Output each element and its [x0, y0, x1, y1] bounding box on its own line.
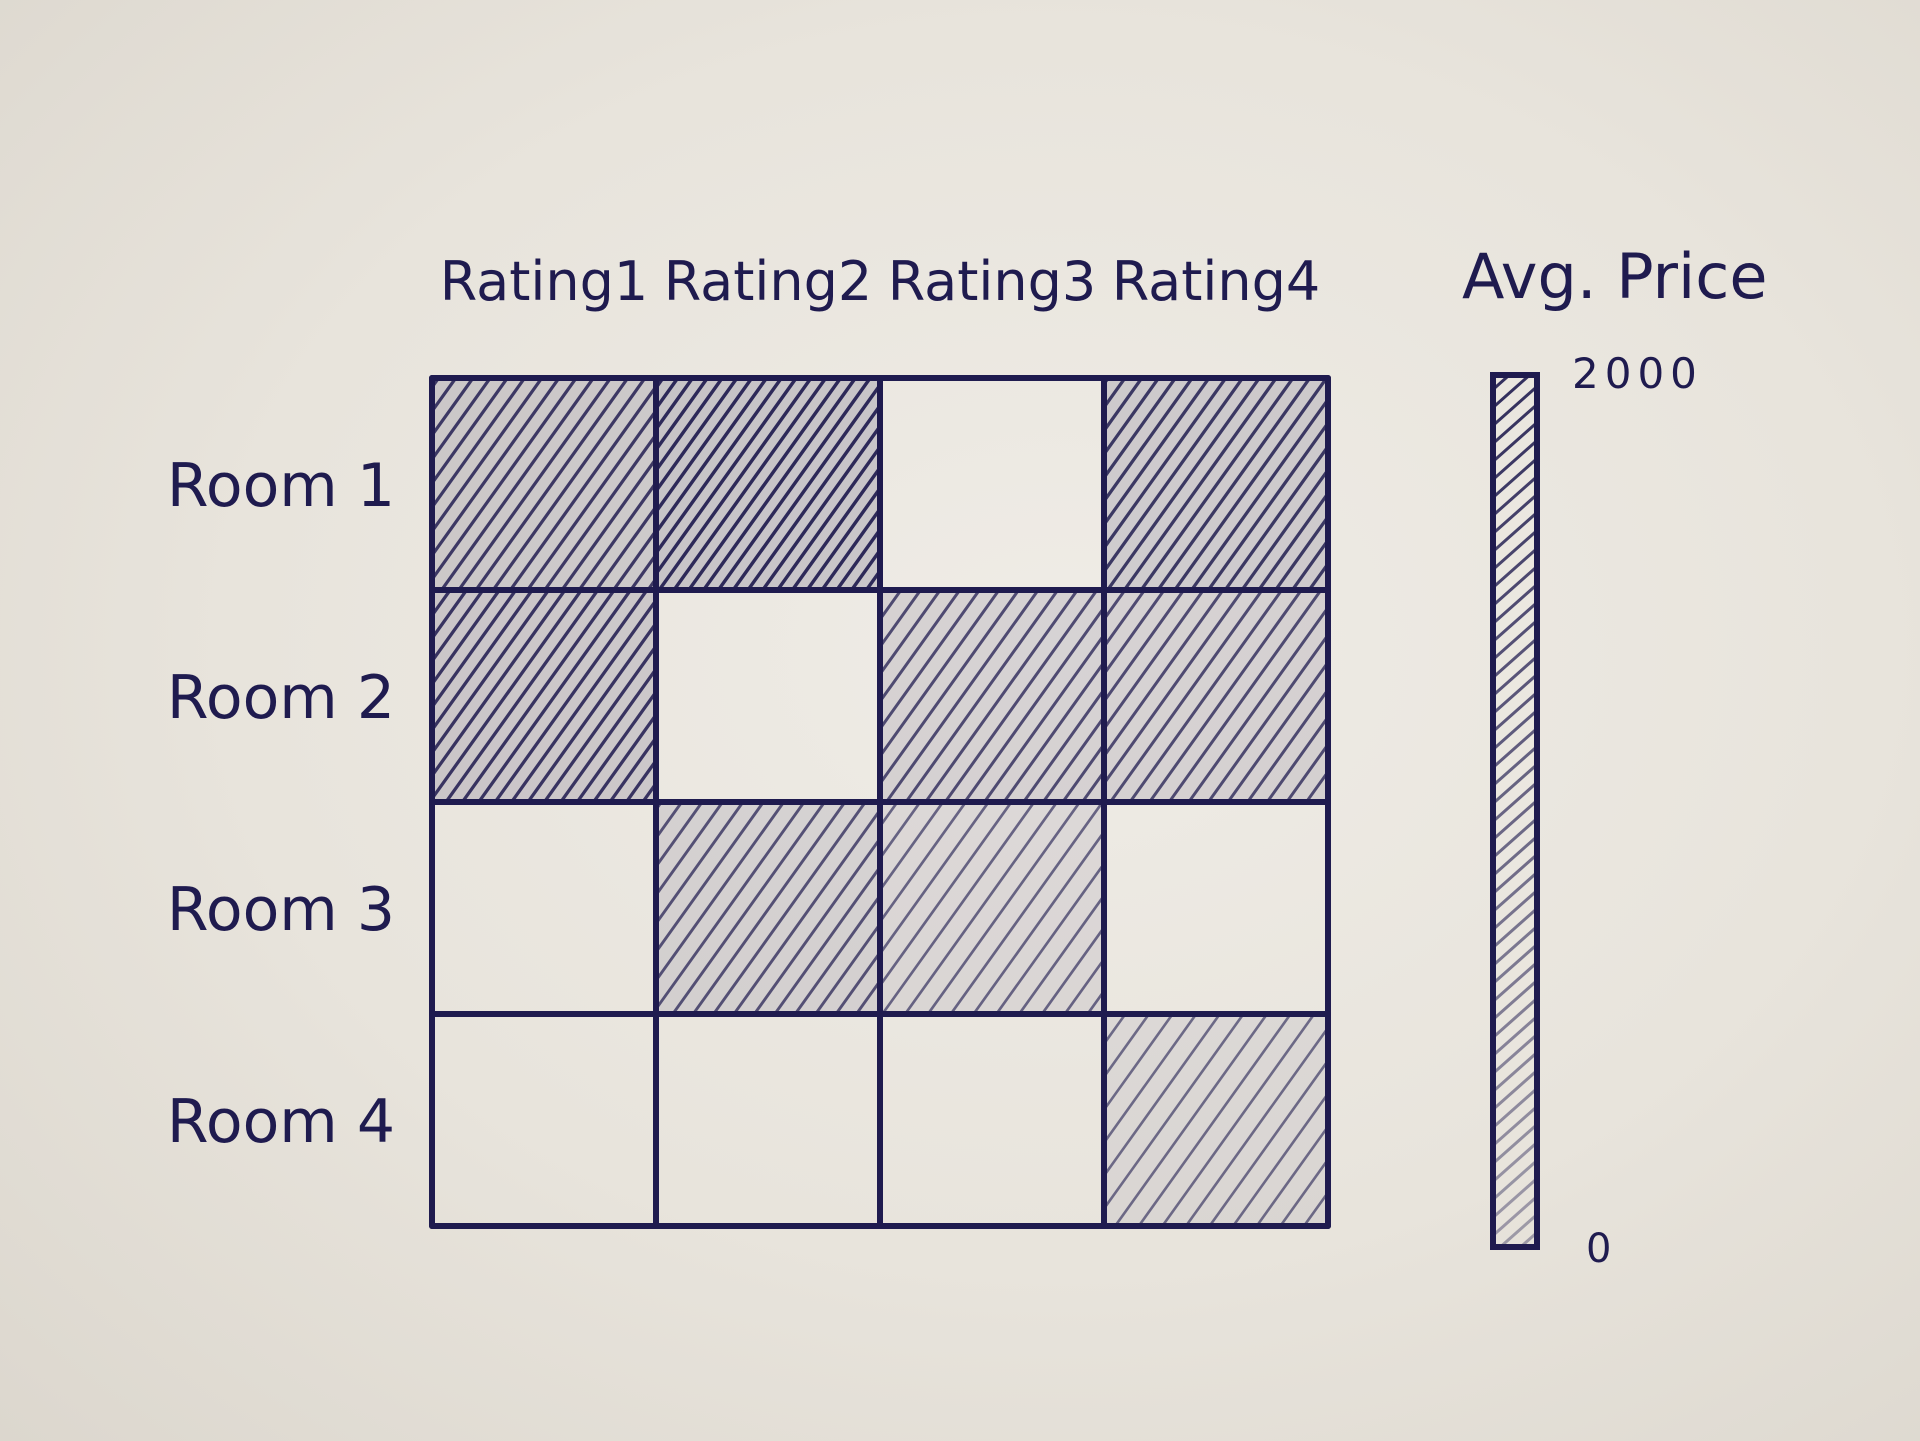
heatmap-cell — [656, 1014, 880, 1226]
x-axis-labels: Rating1 Rating2 Rating3 Rating4 — [440, 250, 1320, 313]
colorbar-title: Avg. Price — [1462, 240, 1768, 313]
y-tick-label: Room 2 — [167, 663, 395, 733]
colorbar-fill — [1493, 375, 1537, 1247]
heatmap-cell — [880, 590, 1104, 802]
colorbar-max-label: 2000 — [1572, 349, 1703, 398]
colorbar-min-label: 0 — [1586, 1226, 1611, 1272]
heatmap-cell — [880, 802, 1104, 1014]
heatmap-cell — [656, 590, 880, 802]
heatmap-cell — [656, 378, 880, 590]
y-tick-label: Room 4 — [167, 1087, 395, 1157]
heatmap-cell — [432, 1014, 656, 1226]
heatmap-cell — [880, 1014, 1104, 1226]
y-tick-label: Room 1 — [167, 451, 395, 521]
y-tick-label: Room 3 — [167, 875, 395, 945]
heatmap-cell — [1104, 378, 1328, 590]
heatmap-cell — [1104, 590, 1328, 802]
colorbar: Avg. Price 2000 0 — [1462, 240, 1768, 1272]
heatmap-cell — [1104, 1014, 1328, 1226]
x-tick-label: Rating3 — [888, 250, 1096, 313]
y-axis-labels: Room 1 Room 2 Room 3 Room 4 — [167, 451, 395, 1157]
x-tick-label: Rating2 — [664, 250, 872, 313]
heatmap-cell — [880, 378, 1104, 590]
heatmap-cells — [432, 378, 1328, 1226]
heatmap-cell — [432, 378, 656, 590]
heatmap-cell — [432, 590, 656, 802]
colorbar-frame — [1490, 372, 1540, 1250]
x-tick-label: Rating1 — [440, 250, 648, 313]
heatmap-cell — [1104, 802, 1328, 1014]
heatmap-grid — [429, 375, 1331, 1229]
x-tick-label: Rating4 — [1112, 250, 1320, 313]
heatmap-cell — [432, 802, 656, 1014]
heatmap-cell — [656, 802, 880, 1014]
